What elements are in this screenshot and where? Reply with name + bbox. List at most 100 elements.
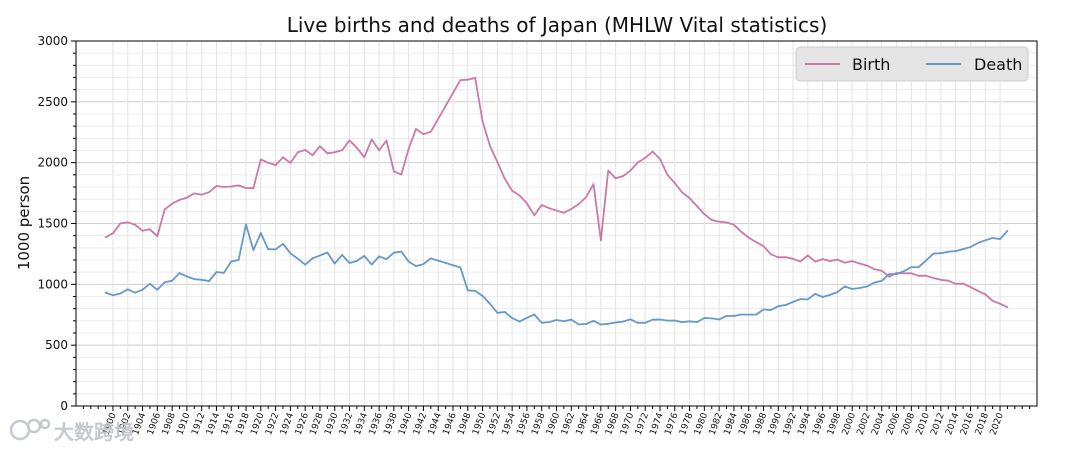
data-point-birth: [245, 187, 247, 189]
data-point-birth: [954, 282, 957, 285]
data-point-death: [326, 251, 329, 254]
legend: Birth Death: [795, 46, 1029, 82]
y-tick-label: 1500: [37, 217, 68, 231]
data-point-birth: [984, 293, 987, 296]
data-point-birth: [311, 154, 314, 157]
data-point-birth: [977, 290, 979, 292]
data-point-death: [171, 279, 174, 282]
data-point-death: [932, 252, 935, 255]
data-point-birth: [858, 262, 861, 265]
data-point-death: [341, 254, 343, 256]
data-point-birth: [770, 253, 772, 256]
y-axis: 0 500 1000 1500 2000 2500 3000: [37, 34, 76, 413]
data-point-death: [548, 321, 550, 323]
data-point-death: [910, 266, 913, 268]
data-point-birth: [703, 213, 706, 216]
watermark: 大数跨境: [9, 418, 134, 444]
data-point-birth: [681, 191, 684, 194]
legend-box: [795, 46, 1029, 82]
data-point-death: [636, 321, 639, 324]
data-point-birth: [178, 199, 181, 201]
data-point-death: [274, 248, 277, 251]
data-point-birth: [873, 268, 876, 271]
data-point-death: [489, 303, 491, 305]
data-point-birth: [614, 177, 617, 180]
data-point-birth: [333, 151, 336, 154]
data-point-birth: [925, 274, 927, 277]
data-point-death: [186, 275, 188, 278]
series-lines: [104, 77, 1009, 326]
chart-title: Live births and deaths of Japan (MHLW Vi…: [287, 13, 828, 37]
data-point-birth: [570, 208, 573, 210]
data-point-death: [126, 288, 129, 291]
series-points-birth: [104, 77, 1009, 309]
data-point-birth: [304, 149, 307, 151]
data-point-birth: [577, 203, 580, 205]
data-point-birth: [866, 264, 868, 267]
data-point-death: [829, 294, 831, 296]
data-point-birth: [348, 139, 351, 142]
data-point-death: [526, 316, 528, 319]
data-point-death: [163, 281, 166, 284]
data-point-birth: [947, 279, 950, 282]
data-point-death: [149, 282, 151, 285]
data-point-death: [459, 266, 462, 269]
data-point-birth: [969, 286, 972, 288]
data-point-death: [858, 287, 861, 289]
data-point-death: [880, 279, 883, 282]
data-point-death: [696, 321, 698, 323]
data-point-birth: [592, 183, 595, 186]
data-point-birth: [319, 145, 321, 148]
data-point-birth: [429, 130, 432, 133]
data-point-death: [481, 295, 484, 297]
x-tick-label: 2020: [989, 411, 1006, 436]
data-point-death: [622, 320, 624, 323]
data-point-death: [356, 260, 358, 262]
data-point-death: [415, 265, 417, 267]
data-point-birth: [104, 236, 107, 239]
data-point-birth: [341, 149, 343, 152]
data-point-death: [215, 271, 218, 273]
data-point-birth: [511, 189, 513, 192]
y-tick-label: 3000: [37, 34, 68, 48]
data-point-death: [888, 273, 891, 275]
data-point-death: [533, 313, 536, 316]
data-point-birth: [740, 230, 743, 233]
data-point-death: [718, 318, 720, 321]
data-point-birth: [991, 299, 994, 302]
data-point-death: [178, 272, 181, 274]
watermark-text: 大数跨境: [54, 420, 134, 444]
data-point-birth: [252, 187, 255, 190]
data-point-birth: [836, 258, 839, 261]
data-point-death: [644, 321, 647, 324]
data-point-death: [511, 317, 513, 319]
data-point-death: [873, 281, 876, 284]
data-point-death: [304, 263, 307, 266]
data-point-birth: [363, 156, 366, 159]
data-point-birth: [112, 232, 114, 235]
data-point-birth: [126, 221, 129, 224]
data-point-birth: [481, 120, 484, 123]
data-point-death: [806, 298, 809, 301]
data-point-death: [429, 257, 432, 260]
data-point-birth: [910, 272, 913, 275]
data-point-death: [733, 315, 735, 317]
data-point-death: [104, 291, 107, 294]
data-point-death: [466, 289, 469, 292]
data-point-birth: [222, 186, 225, 188]
data-point-birth: [200, 193, 203, 196]
data-point-death: [407, 260, 410, 263]
data-point-death: [319, 254, 321, 257]
data-point-death: [400, 250, 403, 253]
data-point-birth: [141, 229, 144, 232]
y-tick-label: 500: [45, 338, 68, 352]
data-point-birth: [259, 158, 262, 161]
data-point-birth: [851, 260, 854, 262]
data-point-birth: [119, 222, 122, 225]
data-point-death: [614, 321, 617, 324]
data-point-birth: [466, 78, 469, 81]
data-point-death: [917, 266, 920, 268]
data-point-birth: [799, 260, 802, 263]
data-point-birth: [880, 269, 883, 272]
data-point-birth: [459, 79, 462, 81]
